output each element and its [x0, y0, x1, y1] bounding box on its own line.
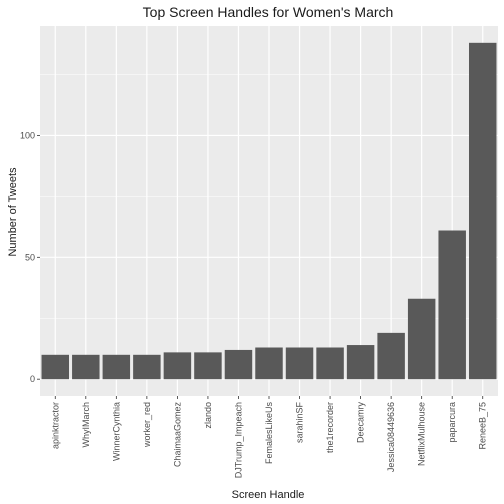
bar-apinktractor: [41, 354, 70, 380]
x-tick-label: FemalesLikeUs: [264, 402, 274, 465]
x-tick-label: Jessica08449636: [386, 402, 396, 472]
x-tick-label: worker_red: [142, 402, 152, 448]
y-axis: 0 50 100: [20, 130, 40, 384]
x-tick-label: DJTrump_Impeach: [233, 402, 243, 478]
x-axis-title: Screen Handle: [232, 489, 305, 501]
bar-zlando: [194, 352, 222, 380]
x-axis: apinktractor WhyIMarch WinnerCynthia worker…: [50, 396, 488, 478]
x-tick-label: WinnerCynthia: [111, 402, 121, 461]
y-axis-title: Number of Tweets: [7, 167, 19, 257]
bars: [41, 42, 497, 380]
bar-Jessica08449636: [377, 332, 405, 380]
x-tick-label: zlando: [203, 402, 213, 429]
bar-ReneeB_75: [468, 42, 497, 380]
y-tick-label: 50: [25, 252, 35, 262]
bar-DJTrump_Impeach: [224, 349, 253, 380]
x-tick-label: apinktractor: [50, 402, 60, 449]
bar-the1recorder: [316, 347, 344, 380]
bar-ChaimaaGomez: [163, 352, 192, 380]
x-tick-label: Deecamry: [356, 402, 366, 444]
x-tick-label: paparcura: [447, 402, 457, 443]
x-tick-label: sarahinSF: [295, 402, 305, 444]
bar-WinnerCynthia: [102, 354, 131, 380]
x-tick-label: ChaimaaGomez: [172, 402, 182, 468]
bar-sarahinSF: [285, 347, 314, 380]
x-tick-label: the1recorder: [325, 402, 335, 453]
x-tick-label: NetflixMulhouse: [417, 402, 427, 466]
bar-Deecamry: [346, 345, 375, 380]
y-tick-label: 0: [30, 374, 35, 384]
y-tick-label: 100: [20, 130, 35, 140]
x-tick-label: ReneeB_75: [478, 402, 488, 450]
chart-title: Top Screen Handles for Women's March: [143, 4, 394, 20]
bar-worker_red: [133, 354, 161, 380]
bar-NetflixMulhouse: [407, 298, 436, 380]
x-tick-label: WhyIMarch: [81, 402, 91, 448]
bar-paparcura: [438, 230, 466, 380]
bar-FemalesLikeUs: [255, 347, 283, 380]
bar-WhyIMarch: [72, 354, 100, 380]
major-gridlines: [40, 26, 498, 396]
